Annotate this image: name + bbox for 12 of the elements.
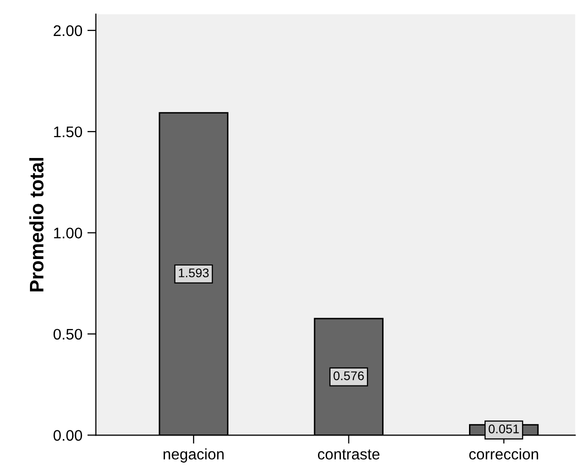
- data-label: 0.051: [488, 424, 519, 434]
- x-tick-label: correccion: [469, 448, 538, 460]
- y-tick-label: 1.50: [54, 126, 82, 138]
- y-tick-label: 0.50: [54, 328, 82, 340]
- x-tick-label: contraste: [318, 450, 380, 460]
- y-tick-label: 0.00: [54, 430, 82, 441]
- y-tick-label: 1.00: [54, 228, 82, 238]
- data-label: 1.593: [178, 268, 209, 278]
- x-tick-label: negacion: [164, 448, 224, 463]
- y-tick-label: 2.00: [54, 25, 82, 36]
- y-axis-title: Promedio total: [29, 158, 44, 292]
- data-label: 0.576: [334, 371, 364, 380]
